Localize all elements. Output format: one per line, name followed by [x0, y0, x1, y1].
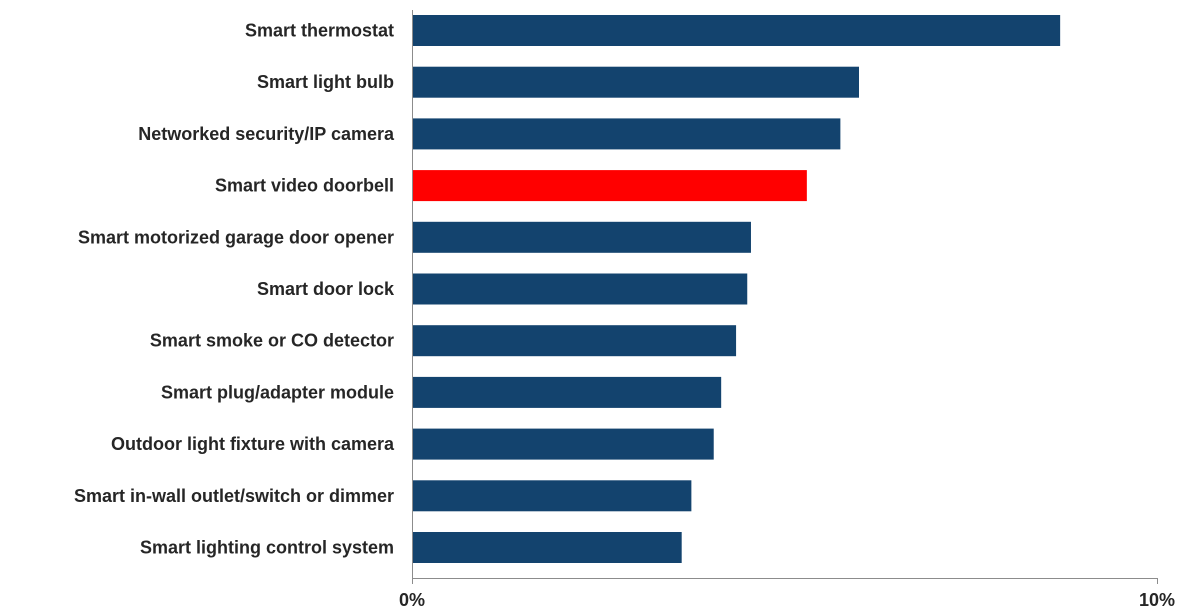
category-label-smart-smoke-or-co-detector: Smart smoke or CO detector — [150, 331, 394, 351]
bar-smart-video-doorbell — [413, 170, 807, 202]
bar-smart-in-wall-outlet-switch-or-dimmer — [413, 480, 692, 512]
category-labels-group: Smart thermostat Smart light bulb Networke… — [74, 21, 395, 558]
category-label-smart-plug-adapter-module: Smart plug/adapter module — [161, 382, 394, 402]
x-ticks-group: 0% 10% — [399, 578, 1175, 610]
category-label-smart-motorized-garage-door-opener: Smart motorized garage door opener — [78, 227, 394, 247]
category-label-smart-light-bulb: Smart light bulb — [257, 72, 394, 92]
category-label-outdoor-light-fixture-with-camera: Outdoor light fixture with camera — [111, 434, 395, 454]
bar-smart-thermostat — [413, 15, 1061, 46]
category-label-smart-door-lock: Smart door lock — [257, 279, 395, 299]
category-label-smart-thermostat: Smart thermostat — [245, 21, 394, 41]
bar-smart-plug-adapter-module — [413, 376, 722, 408]
bar-networked-security-ip-camera — [413, 118, 841, 150]
bar-smart-smoke-or-co-detector — [413, 325, 737, 357]
category-label-smart-video-doorbell: Smart video doorbell — [215, 176, 394, 196]
category-label-networked-security-ip-camera: Networked security/IP camera — [138, 124, 395, 144]
x-tick-label-0: 0% — [399, 590, 425, 610]
category-label-smart-lighting-control-system: Smart lighting control system — [140, 538, 394, 558]
bar-outdoor-light-fixture-with-camera — [413, 428, 714, 460]
bar-smart-light-bulb — [413, 66, 859, 98]
category-label-smart-in-wall-outlet-switch-or-dimmer: Smart in-wall outlet/switch or dimmer — [74, 486, 394, 506]
bar-smart-motorized-garage-door-opener — [413, 221, 751, 253]
x-tick-label-1: 10% — [1139, 590, 1175, 610]
bars-group — [413, 15, 1061, 563]
bar-smart-lighting-control-system — [413, 532, 682, 563]
bar-smart-door-lock — [413, 273, 748, 305]
